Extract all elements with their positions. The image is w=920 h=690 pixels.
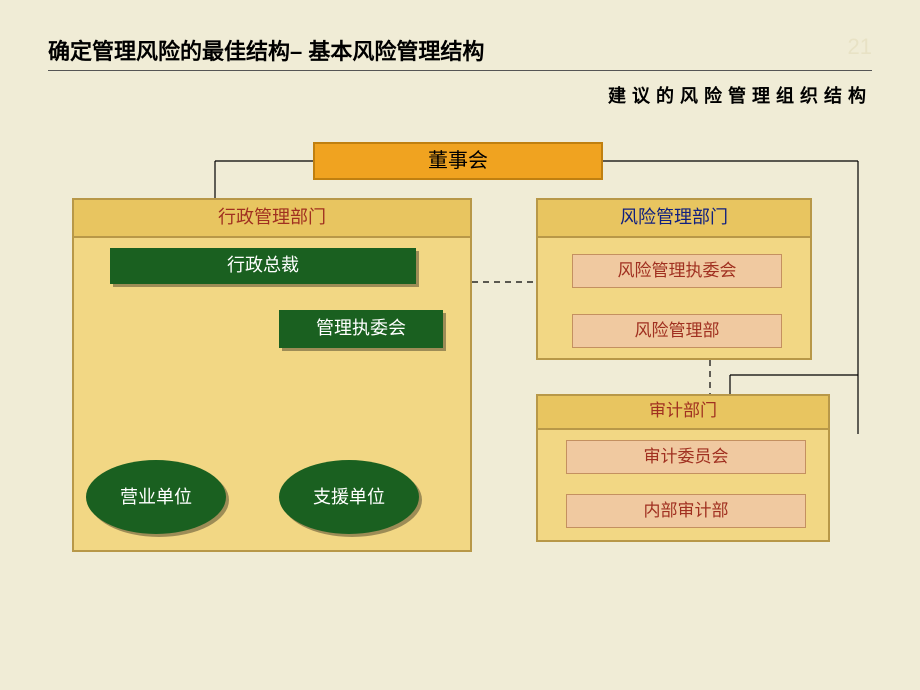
risk-panel: 风险管理部门 风险管理执委会 风险管理部: [536, 198, 812, 360]
risk-header: 风险管理部门: [538, 200, 810, 238]
ceo-node: 行政总裁: [110, 248, 416, 284]
audit-committee-node: 审计委员会: [566, 440, 806, 474]
audit-header: 审计部门: [538, 396, 828, 430]
page-title: 确定管理风险的最佳结构– 基本风险管理结构: [48, 39, 484, 64]
risk-dept-node: 风险管理部: [572, 314, 782, 348]
internal-audit-node: 内部审计部: [566, 494, 806, 528]
admin-header: 行政管理部门: [74, 200, 470, 238]
support-unit-node: 支援单位: [279, 460, 419, 534]
admin-panel: 行政管理部门 行政总裁 管理执委会 营业单位 支援单位: [72, 198, 472, 552]
risk-exec-committee-node: 风险管理执委会: [572, 254, 782, 288]
title-underline: [48, 70, 872, 71]
audit-panel: 审计部门 审计委员会 内部审计部: [536, 394, 830, 542]
biz-unit-node: 营业单位: [86, 460, 226, 534]
board-node: 董事会: [313, 142, 603, 180]
mgmt-committee-node: 管理执委会: [279, 310, 443, 348]
subtitle: 建议的风险管理组织结构: [608, 82, 872, 108]
page-number: 21: [848, 34, 872, 60]
